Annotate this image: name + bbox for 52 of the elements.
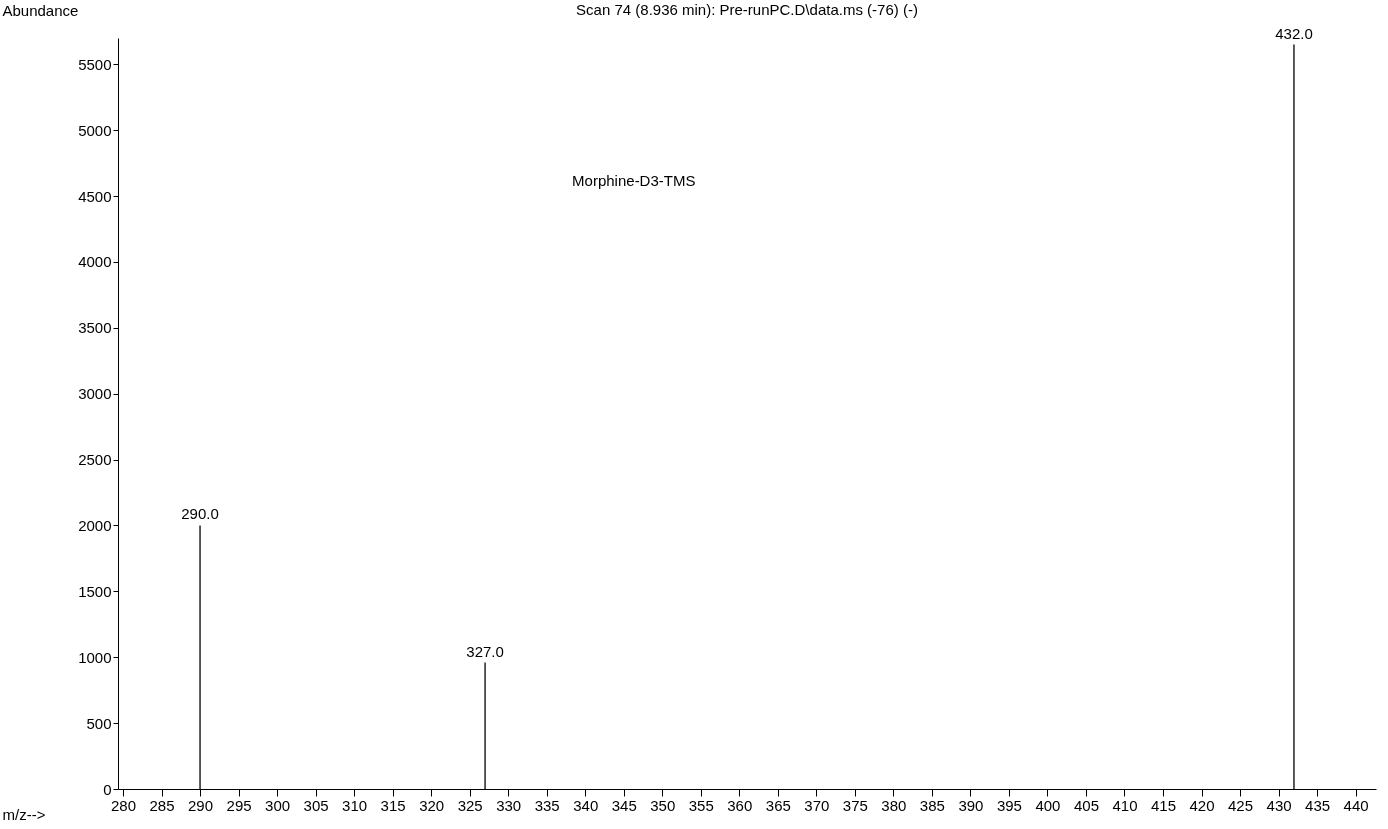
x-tick-label: 420 [1189,796,1215,814]
x-tick-label: 385 [919,796,945,814]
x-tick-label: 300 [265,796,291,814]
x-tick-label: 325 [457,796,483,814]
y-axis-title: Abundance [2,1,79,19]
x-tick-label: 435 [1305,796,1331,814]
x-tick-label: 405 [1073,796,1099,814]
x-tick-label: 355 [688,796,714,814]
x-tick-label: 310 [342,796,368,814]
x-tick-label: 305 [303,796,329,814]
x-tick-label: 280 [110,796,137,814]
x-tick-label: 320 [419,796,445,814]
y-tick-label: 500 [86,714,112,732]
x-tick-label: 440 [1343,796,1369,814]
x-tick-label: 365 [765,796,791,814]
x-tick-label: 415 [1150,796,1177,814]
x-tick-label: 410 [1112,796,1138,814]
x-tick-label: 285 [149,796,175,814]
chart-title: Scan 74 (8.936 min): Pre-runPC.D\data.ms (-76) (-) [576,1,918,18]
y-tick-label: 5000 [78,121,112,139]
x-tick-label: 350 [650,796,676,814]
x-tick-label: 400 [1035,796,1061,814]
y-tick-label: 4500 [78,187,112,205]
x-tick-label: 340 [573,796,599,814]
annotation: 432.0 [1275,24,1313,42]
x-tick-label: 290 [188,796,214,814]
x-tick-label: 370 [804,796,830,814]
y-tick-label: 1500 [78,582,112,600]
y-tick-label: 3000 [78,385,112,403]
x-tick-label: 425 [1228,796,1254,814]
x-tick-label: 335 [534,796,560,814]
x-tick-label: 345 [611,796,637,814]
y-tick-label: 0 [103,780,112,798]
y-tick-label: 4000 [78,253,112,271]
x-axis-title: m/z--> [2,805,46,823]
x-tick-label: 315 [380,796,406,814]
x-tick-label: 380 [881,796,907,814]
x-tick-label: 375 [842,796,868,814]
y-tick-label: 1000 [78,648,112,666]
y-tick-label: 2500 [78,451,112,469]
y-tick-label: 2000 [78,516,112,534]
annotation: 327.0 [466,642,504,660]
y-tick-label: 3500 [78,319,112,337]
x-tick-label: 390 [958,796,984,814]
annotation: 290.0 [181,505,219,523]
annotation: Morphine-D3-TMS [572,171,696,189]
x-tick-label: 430 [1266,796,1292,814]
x-tick-label: 295 [226,796,252,814]
y-tick-label: 5500 [78,55,112,73]
x-tick-label: 360 [727,796,753,814]
x-tick-label: 330 [496,796,522,814]
x-tick-label: 395 [996,796,1022,814]
